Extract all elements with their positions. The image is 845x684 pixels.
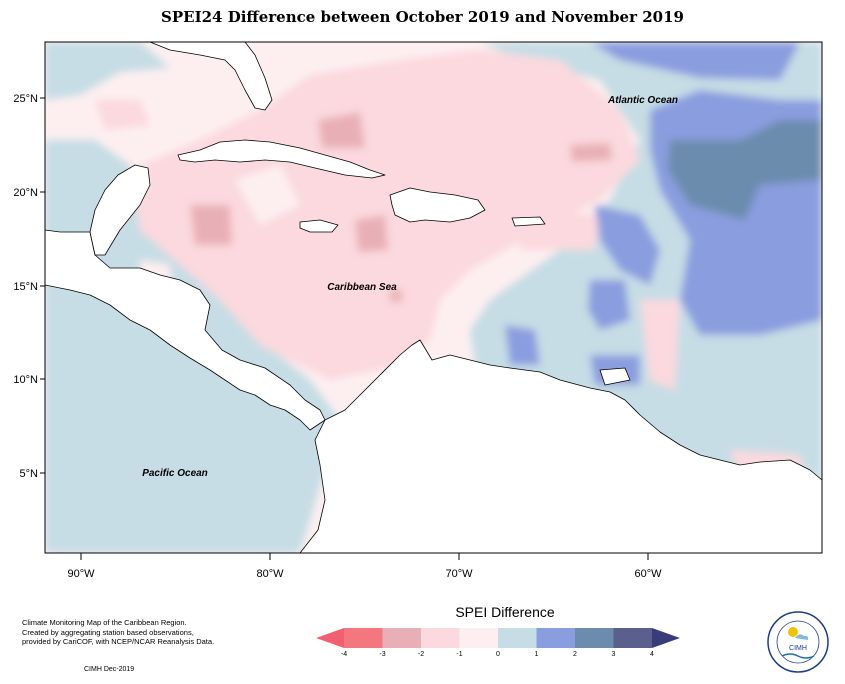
lat-label-15: 15°N <box>13 281 38 293</box>
legend-tick-label: 4 <box>650 651 654 658</box>
legend-swatch <box>421 628 460 648</box>
logo-text: CIMH <box>789 645 807 652</box>
credits-date: CIMH Dec-2019 <box>84 666 135 673</box>
lat-axis: 25°N 20°N 15°N 10°N 5°N <box>13 93 45 480</box>
lat-label-20: 20°N <box>13 187 38 199</box>
lon-label-80: 80°W <box>256 568 284 580</box>
land-florida <box>149 42 273 111</box>
land-south-america <box>299 339 822 553</box>
lat-label-25: 25°N <box>13 93 38 105</box>
legend-tick-label: 1 <box>535 651 539 658</box>
landmass-layer <box>45 42 822 553</box>
credits-line-2: Created by aggregating station based obs… <box>22 627 194 637</box>
credits-text: Climate Monitoring Map of the Caribbean … <box>22 618 252 647</box>
cloud-icon <box>795 634 809 640</box>
legend-arrow-low <box>316 628 344 648</box>
lon-axis: 90°W 80°W 70°W 60°W <box>67 553 662 580</box>
legend-tick-label: 2 <box>573 651 577 658</box>
legend-swatch <box>498 628 537 648</box>
wave-icon <box>781 653 815 659</box>
legend-colorbar: -4 -3 -2 -1 0 1 2 3 4 <box>316 628 680 658</box>
legend-swatch <box>536 628 575 648</box>
cimh-logo: CIMH <box>767 611 829 673</box>
map-title: SPEI24 Difference between October 2019 a… <box>161 8 684 26</box>
legend-tick-label: -2 <box>418 651 424 658</box>
land-jamaica <box>299 219 339 233</box>
land-cuba <box>177 139 386 179</box>
legend-tick-label: -3 <box>379 651 385 658</box>
legend-arrow-high <box>652 628 680 648</box>
legend-swatch <box>382 628 421 648</box>
credits-line-1: Climate Monitoring Map of the Caribbean … <box>22 618 187 627</box>
credits-line-3: provided by CariCOF, with NCEP/NCAR Rean… <box>22 637 215 646</box>
lat-label-10: 10°N <box>13 374 38 386</box>
legend-tick-label: -1 <box>456 651 462 658</box>
map-frame <box>44 41 823 554</box>
legend-swatch <box>613 628 652 648</box>
lon-label-90: 90°W <box>67 568 95 580</box>
legend-swatch <box>575 628 614 648</box>
legend-tick-label: -4 <box>341 651 347 658</box>
legend-title: SPEI Difference <box>455 604 555 620</box>
legend-tick-label: 0 <box>496 651 500 658</box>
land-trinidad <box>599 367 631 386</box>
lon-label-60: 60°W <box>634 568 662 580</box>
land-puerto-rico <box>511 216 546 227</box>
legend-swatch <box>344 628 383 648</box>
sun-icon <box>788 627 798 637</box>
label-caribbean-sea: Caribbean Sea <box>327 282 397 293</box>
lat-label-5: 5°N <box>20 468 39 480</box>
land-yucatan <box>89 164 151 256</box>
legend-swatch <box>459 628 498 648</box>
land-hispaniola <box>389 187 486 223</box>
lon-label-70: 70°W <box>445 568 473 580</box>
label-atlantic-ocean: Atlantic Ocean <box>607 95 678 106</box>
legend-tick-label: 3 <box>612 651 616 658</box>
label-pacific-ocean: Pacific Ocean <box>142 468 208 479</box>
